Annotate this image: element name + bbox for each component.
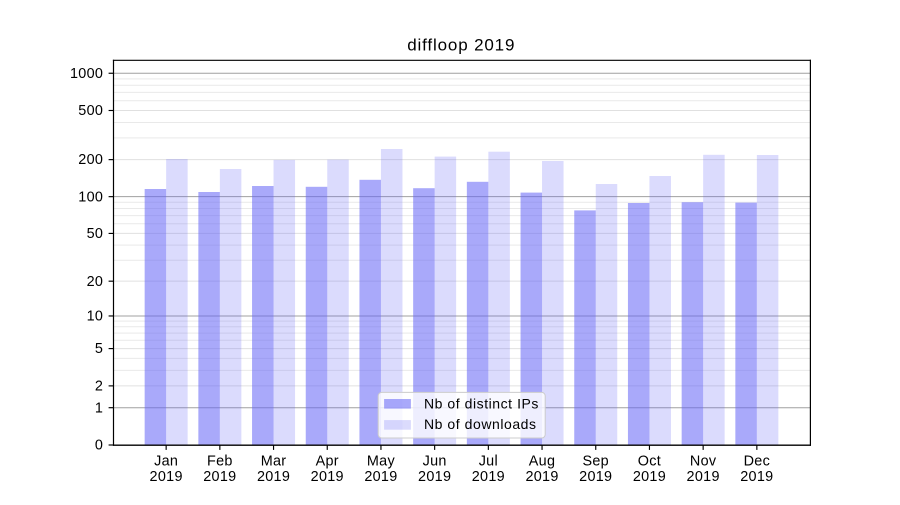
svg-text:1000: 1000 [70,66,103,82]
svg-text:Nb of distinct IPs: Nb of distinct IPs [424,396,539,412]
svg-text:200: 200 [78,152,103,168]
svg-text:5: 5 [95,341,103,357]
svg-text:Sep: Sep [582,454,609,470]
svg-text:2019: 2019 [740,469,773,485]
svg-text:2019: 2019 [472,469,505,485]
svg-text:2019: 2019 [311,469,344,485]
svg-text:2019: 2019 [633,469,666,485]
svg-text:2019: 2019 [579,469,612,485]
svg-text:2019: 2019 [418,469,451,485]
svg-text:Mar: Mar [261,454,287,470]
svg-text:10: 10 [87,309,104,325]
svg-text:2: 2 [95,378,103,394]
svg-text:2019: 2019 [257,469,290,485]
svg-text:2019: 2019 [364,469,397,485]
svg-text:Apr: Apr [316,454,339,470]
svg-text:20: 20 [87,274,104,290]
svg-text:Feb: Feb [207,454,233,470]
svg-text:1: 1 [95,400,103,416]
svg-text:2019: 2019 [687,469,720,485]
svg-text:500: 500 [78,103,103,119]
svg-text:May: May [367,454,396,470]
svg-text:2019: 2019 [150,469,183,485]
svg-text:Jul: Jul [479,454,498,470]
svg-text:Nb of downloads: Nb of downloads [424,416,537,432]
svg-text:Nov: Nov [690,454,717,470]
svg-text:0: 0 [95,438,103,454]
svg-text:100: 100 [78,189,103,205]
svg-text:50: 50 [87,226,104,242]
svg-text:Dec: Dec [744,454,771,470]
svg-text:Jun: Jun [423,454,447,470]
svg-text:Aug: Aug [529,454,556,470]
svg-text:2019: 2019 [525,469,558,485]
svg-text:Jan: Jan [154,454,178,470]
svg-text:Oct: Oct [638,454,661,470]
svg-text:diffloop 2019: diffloop 2019 [407,36,515,55]
svg-text:2019: 2019 [203,469,236,485]
